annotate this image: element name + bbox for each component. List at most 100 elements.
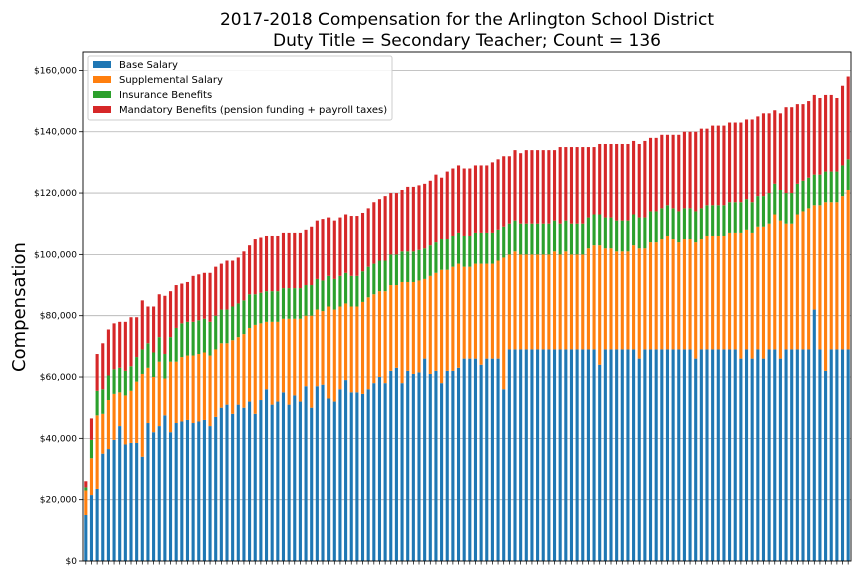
bar-segment-insurance-benefits bbox=[129, 366, 133, 391]
bar-segment-mandatory-benefits bbox=[456, 165, 461, 233]
bar-segment-base-salary bbox=[157, 426, 161, 561]
bar-segment-mandatory-benefits bbox=[163, 295, 167, 355]
bar-segment-insurance-benefits bbox=[739, 202, 743, 233]
bar-segment-supplemental-salary bbox=[445, 269, 449, 371]
bar-segment-mandatory-benefits bbox=[496, 159, 500, 230]
bar-segment-insurance-benefits bbox=[660, 208, 664, 240]
chart-title: 2017-2018 Compensation for the Arlington… bbox=[220, 10, 714, 30]
bar-segment-insurance-benefits bbox=[496, 229, 500, 261]
bar-segment-insurance-benefits bbox=[281, 288, 286, 319]
bar-segment-mandatory-benefits bbox=[541, 150, 545, 224]
bar-segment-insurance-benefits bbox=[524, 223, 528, 255]
bar-segment-base-salary bbox=[711, 349, 715, 561]
bar-segment-supplemental-salary bbox=[626, 251, 630, 350]
legend-label-insurance: Insurance Benefits bbox=[119, 90, 212, 101]
bar-segment-supplemental-salary bbox=[733, 232, 737, 350]
bar-segment-mandatory-benefits bbox=[304, 229, 308, 286]
bar-segment-mandatory-benefits bbox=[716, 125, 720, 206]
bar-segment-supplemental-salary bbox=[807, 208, 811, 350]
bar-segment-mandatory-benefits bbox=[728, 122, 732, 203]
bar-segment-mandatory-benefits bbox=[750, 119, 754, 203]
bar-segment-insurance-benefits bbox=[468, 235, 472, 267]
bar-segment-insurance-benefits bbox=[287, 288, 291, 319]
bar-segment-insurance-benefits bbox=[89, 439, 94, 459]
bar-segment-supplemental-salary bbox=[349, 306, 353, 393]
bar-segment-base-salary bbox=[163, 415, 167, 561]
bar-segment-insurance-benefits bbox=[541, 223, 545, 255]
y-tick-label: $0 bbox=[66, 557, 78, 567]
bar-segment-base-salary bbox=[835, 349, 839, 561]
bar-segment-mandatory-benefits bbox=[400, 189, 404, 252]
bar-segment-mandatory-benefits bbox=[219, 263, 223, 310]
bar-segment-supplemental-salary bbox=[264, 321, 269, 390]
bar-segment-insurance-benefits bbox=[434, 242, 438, 273]
bar-segment-mandatory-benefits bbox=[197, 274, 201, 321]
bar-segment-supplemental-salary bbox=[428, 275, 432, 374]
bar-segment-insurance-benefits bbox=[332, 278, 336, 310]
bar-segment-supplemental-salary bbox=[440, 269, 444, 384]
bar-segment-base-salary bbox=[304, 386, 308, 561]
bar-segment-mandatory-benefits bbox=[603, 143, 607, 218]
bar-segment-supplemental-salary bbox=[208, 355, 212, 427]
bar-segment-supplemental-salary bbox=[812, 205, 816, 310]
bar-segment-mandatory-benefits bbox=[253, 239, 257, 295]
bar-segment-mandatory-benefits bbox=[637, 143, 641, 218]
bar-segment-insurance-benefits bbox=[191, 321, 195, 356]
bar-segment-supplemental-salary bbox=[214, 349, 218, 417]
bar-segment-base-salary bbox=[214, 416, 218, 561]
bar-segment-supplemental-salary bbox=[118, 392, 122, 427]
bar-segment-base-salary bbox=[310, 407, 314, 561]
bar-segment-mandatory-benefits bbox=[383, 196, 387, 261]
bar-segment-mandatory-benefits bbox=[790, 107, 794, 194]
bar-segment-insurance-benefits bbox=[157, 337, 161, 362]
bar-segment-mandatory-benefits bbox=[473, 165, 478, 233]
y-tick-label: $80,000 bbox=[40, 312, 77, 322]
bar-segment-base-salary bbox=[682, 349, 686, 561]
bar-segment-mandatory-benefits bbox=[536, 150, 540, 224]
bar-segment-supplemental-salary bbox=[456, 263, 461, 368]
bar-segment-mandatory-benefits bbox=[344, 214, 348, 273]
bar-segment-base-salary bbox=[191, 423, 195, 561]
bar-segment-base-salary bbox=[440, 383, 444, 561]
bar-segment-base-salary bbox=[761, 358, 766, 561]
bar-segment-mandatory-benefits bbox=[598, 143, 602, 215]
bar-segment-base-salary bbox=[513, 349, 517, 561]
bar-segment-insurance-benefits bbox=[327, 275, 331, 307]
bar-segment-insurance-benefits bbox=[377, 260, 382, 292]
bar-segment-supplemental-salary bbox=[191, 355, 195, 424]
bar-segment-base-salary bbox=[344, 380, 348, 561]
bar-segment-insurance-benefits bbox=[293, 288, 297, 319]
bar-segment-base-salary bbox=[671, 349, 675, 561]
bar-segment-supplemental-salary bbox=[490, 263, 494, 359]
bar-segment-insurance-benefits bbox=[462, 235, 466, 267]
bar-segment-base-salary bbox=[654, 349, 658, 561]
bar-segment-insurance-benefits bbox=[671, 208, 675, 240]
bar-segment-supplemental-salary bbox=[801, 211, 805, 350]
bar-segment-insurance-benefits bbox=[270, 291, 274, 322]
bar-segment-insurance-benefits bbox=[818, 174, 822, 206]
bar-segment-insurance-benefits bbox=[829, 171, 833, 203]
bar-segment-insurance-benefits bbox=[236, 303, 240, 338]
bar-segment-base-salary bbox=[756, 349, 760, 561]
bar-segment-base-salary bbox=[694, 358, 698, 561]
bar-segment-supplemental-salary bbox=[705, 235, 709, 350]
bar-segment-insurance-benefits bbox=[756, 196, 760, 227]
bar-segment-insurance-benefits bbox=[603, 217, 607, 249]
bar-segment-supplemental-salary bbox=[152, 377, 156, 433]
bar-segment-base-salary bbox=[242, 407, 246, 561]
bar-segment-base-salary bbox=[259, 400, 263, 561]
bar-segment-base-salary bbox=[264, 389, 269, 561]
bar-segment-mandatory-benefits bbox=[140, 300, 144, 350]
bar-segment-base-salary bbox=[456, 367, 461, 561]
bar-segment-base-salary bbox=[185, 419, 190, 561]
bar-segment-base-salary bbox=[660, 349, 664, 561]
y-tick-label: $20,000 bbox=[40, 496, 77, 506]
bar-segment-base-salary bbox=[603, 349, 607, 561]
bar-segment-base-salary bbox=[225, 404, 229, 561]
bar-segment-base-salary bbox=[773, 349, 777, 561]
bar-segment-supplemental-salary bbox=[592, 245, 596, 350]
bar-segment-insurance-benefits bbox=[321, 280, 325, 312]
bar-segment-insurance-benefits bbox=[248, 294, 252, 328]
bar-segment-mandatory-benefits bbox=[824, 94, 828, 172]
bar-segment-insurance-benefits bbox=[648, 211, 653, 243]
